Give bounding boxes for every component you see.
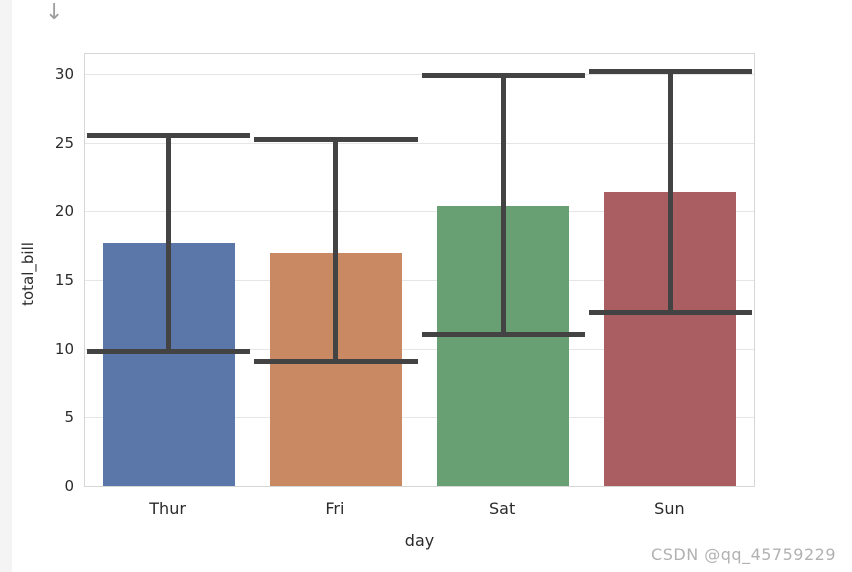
gridline-20	[85, 211, 754, 213]
error-bar-thur	[166, 135, 172, 352]
left-edge-strip	[0, 0, 12, 572]
x-axis-tick-labels: Thur Fri Sat Sun	[84, 499, 755, 521]
x-tick-sun: Sun	[654, 499, 685, 518]
error-cap-bottom-thur	[87, 348, 251, 354]
gridline-30	[85, 73, 754, 75]
y-tick-20: 20	[54, 202, 74, 221]
error-cap-top-sat	[421, 72, 585, 78]
error-bar-sun	[667, 71, 673, 313]
down-arrow-icon: ↓	[45, 0, 64, 25]
error-bar-sat	[500, 75, 506, 335]
watermark: CSDN @qq_45759229	[651, 545, 836, 564]
error-cap-bottom-sat	[421, 332, 585, 338]
y-tick-0: 0	[64, 477, 74, 495]
error-cap-top-sun	[588, 68, 753, 74]
plot-area	[84, 53, 755, 487]
error-cap-bottom-sun	[588, 310, 753, 316]
x-tick-thur: Thur	[149, 499, 186, 518]
y-tick-30: 30	[54, 64, 74, 83]
gridline-5	[85, 417, 754, 419]
x-tick-sat: Sat	[488, 499, 516, 518]
error-bar-fri	[333, 139, 339, 362]
gridline-10	[85, 348, 754, 350]
gridline-15	[85, 280, 754, 281]
error-cap-bottom-fri	[254, 358, 418, 364]
y-tick-25: 25	[54, 133, 74, 152]
x-axis-label: day	[404, 531, 435, 550]
x-tick-fri: Fri	[325, 499, 345, 518]
y-axis-tick-labels: 0 5 10 15 20 25 30	[0, 53, 74, 495]
error-cap-top-fri	[254, 137, 418, 143]
y-tick-10: 10	[54, 339, 74, 358]
y-tick-15: 15	[54, 271, 74, 289]
y-tick-5: 5	[64, 408, 74, 427]
error-cap-top-thur	[87, 133, 251, 139]
gridline-25	[85, 142, 754, 144]
